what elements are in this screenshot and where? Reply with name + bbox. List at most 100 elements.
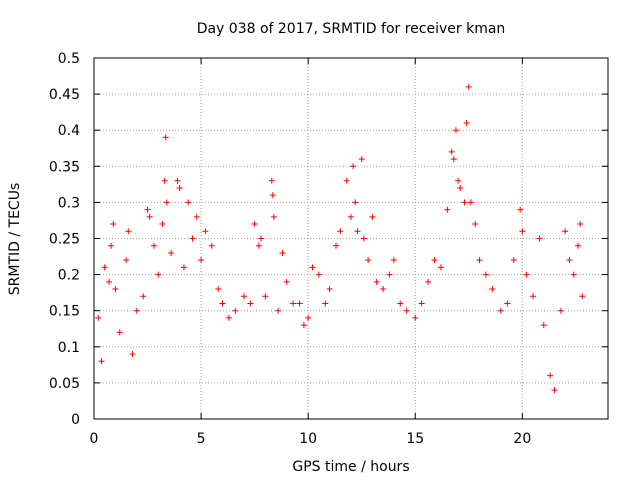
- data-point: [386, 271, 393, 278]
- data-point: [352, 199, 359, 206]
- data-point: [309, 264, 316, 271]
- gridlines: [94, 58, 608, 419]
- data-point: [251, 221, 258, 228]
- data-point: [296, 300, 303, 307]
- data-point: [219, 300, 226, 307]
- data-point: [333, 242, 340, 249]
- data-point: [448, 148, 455, 155]
- data-point: [129, 351, 136, 358]
- y-axis-title: SRMTID / TECUs: [7, 183, 23, 296]
- x-axis-title: GPS time / hours: [292, 459, 409, 475]
- y-tick-label: 0.35: [49, 159, 80, 175]
- data-point: [519, 228, 526, 235]
- data-point: [174, 177, 181, 184]
- data-point: [208, 242, 215, 249]
- data-point: [373, 278, 380, 285]
- data-point: [161, 177, 168, 184]
- data-point: [530, 293, 537, 300]
- data-point: [523, 271, 530, 278]
- data-point: [482, 271, 489, 278]
- y-tick-label: 0.5: [58, 51, 80, 67]
- data-point: [562, 228, 569, 235]
- data-point: [504, 300, 511, 307]
- data-point: [354, 228, 361, 235]
- data-point: [337, 228, 344, 235]
- plot-frame: [93, 57, 609, 420]
- y-tick-label: 0.3: [58, 195, 80, 211]
- data-point: [497, 307, 504, 314]
- data-point: [112, 286, 119, 293]
- data-point: [350, 163, 357, 170]
- data-point: [403, 307, 410, 314]
- data-point: [255, 242, 262, 249]
- data-point: [116, 329, 123, 336]
- data-point: [95, 314, 102, 321]
- data-point: [412, 314, 419, 321]
- data-point: [452, 127, 459, 134]
- data-point: [450, 156, 457, 163]
- y-tick-label: 0.25: [49, 232, 80, 248]
- data-point: [360, 235, 367, 242]
- data-point: [279, 249, 286, 256]
- data-point: [431, 257, 438, 264]
- data-point: [163, 199, 170, 206]
- data-point: [215, 286, 222, 293]
- data-point: [275, 307, 282, 314]
- data-point: [262, 293, 269, 300]
- data-point: [418, 300, 425, 307]
- data-point: [258, 235, 265, 242]
- x-tick-label: 15: [406, 431, 424, 447]
- data-point: [176, 184, 183, 191]
- data-point: [575, 242, 582, 249]
- data-point: [162, 134, 169, 141]
- y-tick-label: 0.45: [49, 87, 80, 103]
- data-point: [397, 300, 404, 307]
- data-point: [437, 264, 444, 271]
- data-point: [105, 278, 112, 285]
- data-point: [305, 314, 312, 321]
- data-point: [557, 307, 564, 314]
- data-point: [369, 213, 376, 220]
- y-tick-label: 0.15: [49, 304, 80, 320]
- x-tick-label: 5: [197, 431, 206, 447]
- data-point: [517, 206, 524, 213]
- data-point: [125, 228, 132, 235]
- data-point: [455, 177, 462, 184]
- data-point: [547, 372, 554, 379]
- data-point: [269, 192, 276, 199]
- x-tick-label: 0: [90, 431, 99, 447]
- y-tick-label: 0.1: [58, 340, 80, 356]
- data-point: [380, 286, 387, 293]
- data-point: [247, 300, 254, 307]
- data-point: [168, 249, 175, 256]
- data-point: [290, 300, 297, 307]
- data-point: [146, 213, 153, 220]
- data-point: [390, 257, 397, 264]
- data-point: [343, 177, 350, 184]
- data-point: [268, 177, 275, 184]
- data-point: [133, 307, 140, 314]
- data-point: [110, 221, 117, 228]
- data-point: [315, 271, 322, 278]
- data-point: [270, 213, 277, 220]
- data-point: [140, 293, 147, 300]
- data-point: [348, 213, 354, 220]
- y-tick-label: 0.4: [58, 123, 80, 139]
- data-point: [579, 293, 586, 300]
- x-tick-labels: 0 5 10 15 20: [90, 431, 532, 447]
- data-point: [108, 242, 115, 249]
- data-point: [193, 213, 200, 220]
- data-point: [444, 206, 451, 213]
- data-point: [489, 286, 496, 293]
- data-point: [463, 119, 470, 126]
- x-tick-label: 10: [299, 431, 317, 447]
- data-point: [300, 322, 307, 329]
- data-point: [185, 199, 192, 206]
- y-tick-label: 0.05: [49, 376, 80, 392]
- data-point: [551, 387, 558, 394]
- data-point: [225, 314, 232, 321]
- data-point: [472, 221, 479, 228]
- data-point: [467, 199, 474, 206]
- data-point: [570, 271, 577, 278]
